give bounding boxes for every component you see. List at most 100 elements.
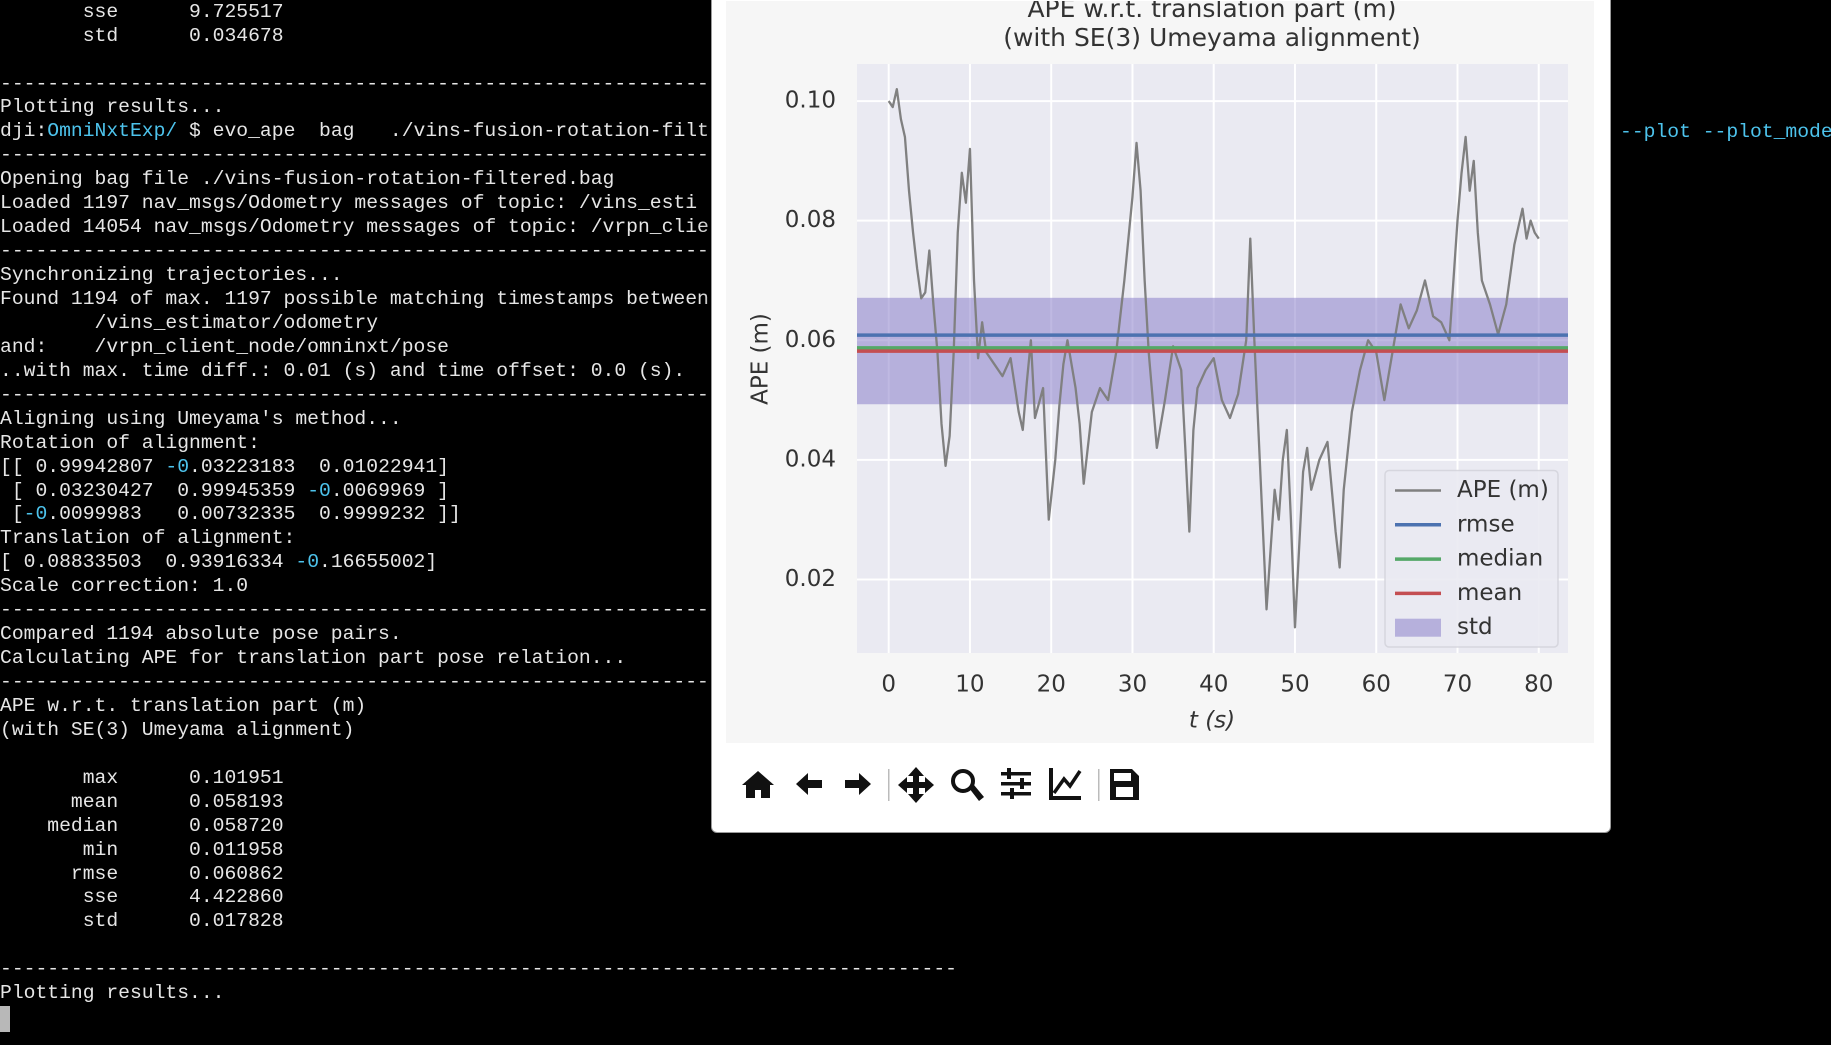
ape-line [887, 87, 1540, 629]
terminal-text: Plotting results... [0, 96, 225, 119]
terminal-text: Loaded 1197 nav_msgs/Odometry messages o… [0, 192, 698, 215]
x-tick-label: 70 [1443, 672, 1472, 698]
terminal-text: .03223183 0.01022941] [189, 455, 449, 478]
terminal-line: Translation of alignment: [0, 526, 295, 550]
terminal-text: Found 1194 of max. 1197 possible matchin… [0, 287, 709, 310]
terminal-line: ----------------------------------------… [0, 957, 957, 981]
legend-label: APE (m) [1457, 477, 1549, 503]
terminal-text: Opening bag file ./vins-fusion-rotation-… [0, 168, 615, 191]
terminal-text: ----------------------------------------… [0, 671, 709, 694]
terminal-text: ----------------------------------------… [0, 599, 709, 622]
terminal-text: Aligning using Umeyama's method... [0, 407, 402, 430]
plot-window: APE w.r.t. translation part (m) (with SE… [711, 0, 1611, 833]
terminal-text: .0069969 ] [330, 479, 449, 502]
terminal-line: rmse 0.060862 [0, 862, 284, 886]
terminal-text: APE w.r.t. translation part (m) [0, 694, 367, 717]
configure-button[interactable] [1001, 768, 1031, 799]
terminal-line: min 0.011958 [0, 838, 284, 862]
x-tick-label: 80 [1524, 672, 1553, 698]
legend-box [1384, 469, 1559, 648]
terminal-line: Opening bag file ./vins-fusion-rotation-… [0, 167, 614, 191]
terminal-text: mean 0.058193 [0, 790, 284, 813]
terminal-line: Loaded 1197 nav_msgs/Odometry messages o… [0, 191, 697, 215]
terminal-line: [ 0.08833503 0.93916334 -0.16655002] [0, 550, 437, 574]
terminal-line: [[ 0.99942807 -0.03223183 0.01022941] [0, 455, 449, 479]
terminal-line: ----------------------------------------… [0, 383, 709, 407]
terminal-text: (with SE(3) Umeyama alignment) [0, 718, 355, 741]
terminal-text: median 0.058720 [0, 814, 284, 837]
terminal-line: and: /vrpn_client_node/omninxt/pose [0, 335, 449, 359]
terminal-text: -0 [295, 551, 320, 574]
legend-swatch [1395, 618, 1441, 637]
terminal-text: /vins_estimator/odometry [0, 311, 379, 334]
terminal-line: ----------------------------------------… [0, 239, 709, 263]
zoom-button[interactable] [951, 769, 984, 801]
y-axis-label: APE (m) [748, 313, 774, 405]
terminal-text: ----------------------------------------… [0, 72, 709, 95]
back-button[interactable] [796, 773, 822, 795]
terminal-text: and: /vrpn_client_node/omninxt/pose [0, 335, 449, 358]
terminal-text: sse 4.422860 [0, 886, 284, 909]
x-tick-label: 40 [1199, 672, 1228, 698]
legend-label: median [1457, 546, 1543, 572]
x-tick-label: 0 [881, 672, 896, 698]
terminal-text: max 0.101951 [0, 766, 284, 789]
terminal-line: sse 9.725517 [0, 0, 284, 24]
terminal-text: [ 0.08833503 0.93916334 [0, 551, 296, 574]
terminal-text: .16655002] [319, 551, 438, 574]
terminal-line: ..with max. time diff.: 0.01 (s) and tim… [0, 359, 685, 383]
terminal-line: Plotting results... [0, 95, 224, 119]
terminal-text: Plotting results... [0, 982, 225, 1005]
x-tick-label: 10 [955, 672, 984, 698]
terminal-line: /vins_estimator/odometry [0, 311, 379, 335]
terminal-line: ----------------------------------------… [0, 143, 709, 167]
terminal-line: (with SE(3) Umeyama alignment) [0, 718, 354, 742]
terminal-text: -0 [307, 479, 331, 502]
terminal-text: std 0.017828 [0, 910, 284, 933]
figure: APE w.r.t. translation part (m) (with SE… [726, 1, 1594, 803]
terminal-line: ----------------------------------------… [0, 670, 709, 694]
chart-subtitle: (with SE(3) Umeyama alignment) [1003, 23, 1421, 52]
terminal-text: ----------------------------------------… [0, 383, 709, 406]
x-tick-label: 60 [1362, 672, 1391, 698]
terminal-line: [-0.0099983 0.00732335 0.9999232 ]] [0, 502, 461, 526]
terminal-line: Found 1194 of max. 1197 possible matchin… [0, 287, 709, 311]
save-button[interactable] [1110, 769, 1139, 800]
terminal-text: -0 [165, 455, 190, 478]
x-tick-label: 50 [1280, 672, 1309, 698]
pan-button[interactable] [898, 767, 934, 803]
terminal-line: ----------------------------------------… [0, 598, 709, 622]
terminal-text: Synchronizing trajectories... [0, 264, 343, 287]
terminal-line: Compared 1194 absolute pose pairs. [0, 622, 402, 646]
legend-label: mean [1457, 580, 1522, 606]
terminal-text: Translation of alignment: [0, 527, 296, 550]
chart-title: APE w.r.t. translation part (m) [1027, 1, 1396, 23]
terminal-line: ----------------------------------------… [0, 72, 709, 96]
x-tick-label: 20 [1037, 672, 1066, 698]
terminal-text: [[ 0.99942807 [0, 455, 166, 478]
terminal-text: OmniNxtExp/ [47, 120, 178, 143]
x-tick-label: 30 [1118, 672, 1147, 698]
terminal-line: Synchronizing trajectories... [0, 263, 343, 287]
terminal-line: [ 0.03230427 0.99945359 -0.0069969 ] [0, 479, 449, 503]
terminal-line: Calculating APE for translation part pos… [0, 646, 626, 670]
terminal-text: [ 0.03230427 0.99945359 [0, 479, 308, 502]
edit-axes-button[interactable] [1049, 768, 1082, 800]
terminal-line: Scale correction: 1.0 [0, 574, 248, 598]
legend-label: rmse [1457, 511, 1515, 537]
command-tail: --plot --plot_mode [1620, 120, 1831, 143]
terminal-text: .0099983 0.00732335 0.9999232 ]] [47, 503, 461, 526]
terminal-line: median 0.058720 [0, 814, 284, 838]
home-button[interactable] [742, 771, 774, 798]
terminal-text: ----------------------------------------… [0, 240, 709, 263]
terminal-line: sse 4.422860 [0, 885, 284, 909]
terminal-line: Loaded 14054 nav_msgs/Odometry messages … [0, 215, 709, 239]
terminal-text: ----------------------------------------… [0, 144, 709, 167]
y-tick-label: 0.04 [785, 446, 836, 472]
y-tick-label: 0.08 [785, 207, 836, 233]
forward-button[interactable] [845, 773, 871, 795]
y-tick-label: 0.02 [785, 566, 836, 592]
terminal-text: Compared 1194 absolute pose pairs. [0, 623, 402, 646]
terminal-text: $ evo_ape bag ./vins-fusion-rotation-fil… [177, 120, 709, 143]
